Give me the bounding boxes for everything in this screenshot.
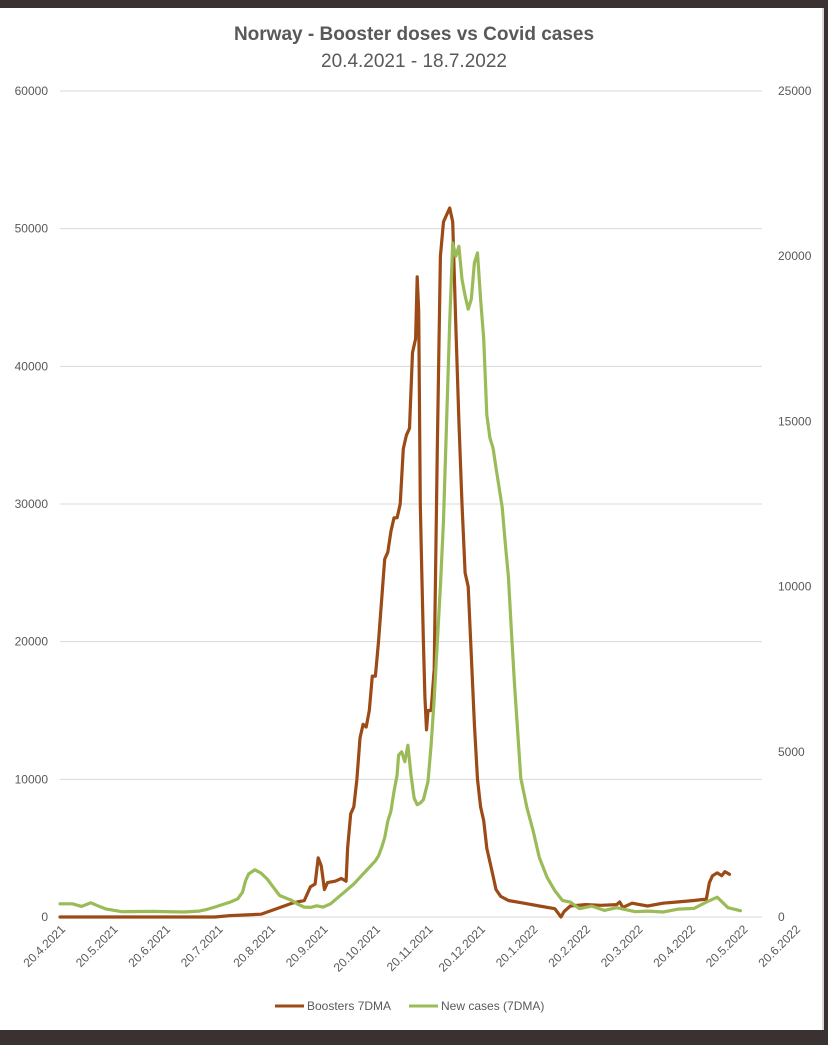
x-tick-label: 20.4.2022: [650, 922, 698, 970]
x-tick-label: 20.9.2021: [283, 922, 331, 970]
y-left-tick-label: 40000: [15, 359, 49, 373]
legend-label-cases: New cases (7DMA): [441, 999, 544, 1013]
x-tick-label: 20.1.2022: [493, 922, 541, 970]
x-tick-label: 20.8.2021: [230, 922, 278, 970]
x-tick-label: 20.11.2021: [384, 922, 436, 974]
y-left-tick-label: 30000: [15, 497, 49, 511]
y-right-tick-label: 10000: [778, 580, 812, 594]
y-left-tick-label: 60000: [15, 84, 49, 98]
chart-panel: [0, 8, 824, 1030]
y-left-tick-label: 50000: [15, 222, 49, 236]
x-tick-label: 20.10.2021: [331, 922, 384, 975]
y-right-tick-label: 25000: [778, 84, 812, 98]
y-right-tick-label: 20000: [778, 249, 812, 263]
x-tick-label: 20.5.2021: [73, 922, 121, 970]
y-left-tick-label: 10000: [15, 772, 49, 786]
x-tick-label: 20.4.2021: [20, 922, 68, 970]
chart-subtitle: 20.4.2021 - 18.7.2022: [321, 51, 507, 72]
x-axis: 20.4.2021 20.5.2021 20.6.2021 20.7.2021 20.8…: [20, 922, 803, 975]
bottom-border: [0, 1030, 828, 1045]
series-lines: [58, 206, 742, 919]
x-tick-label: 20.6.2021: [125, 922, 173, 970]
legend: Boosters 7DMA New cases (7DMA): [275, 999, 544, 1013]
x-tick-label: 20.2.2022: [545, 922, 593, 970]
x-tick-label: 20.3.2022: [598, 922, 646, 970]
x-tick-label: 20.7.2021: [178, 922, 226, 970]
y-right-tick-label: 15000: [778, 414, 812, 428]
legend-label-boosters: Boosters 7DMA: [307, 999, 391, 1013]
right-y-axis: 0 5000 10000 15000 20000 25000: [778, 84, 812, 924]
x-tick-label: 20.12.2021: [436, 922, 489, 975]
x-tick-label: 20.6.2022: [755, 922, 803, 970]
top-border: [0, 0, 828, 8]
left-y-axis: 0 10000 20000 30000 40000 50000 60000: [15, 84, 49, 924]
gridlines: [60, 90, 762, 918]
y-left-tick-label: 0: [41, 910, 48, 924]
chart-title: Norway - Booster doses vs Covid cases: [234, 24, 594, 45]
y-left-tick-label: 20000: [15, 635, 49, 649]
x-tick-label: 20.5.2022: [703, 922, 751, 970]
y-right-tick-label: 5000: [778, 745, 805, 759]
boosters-line: [58, 206, 732, 919]
y-right-tick-label: 0: [778, 910, 785, 924]
new-cases-line: [58, 241, 742, 914]
